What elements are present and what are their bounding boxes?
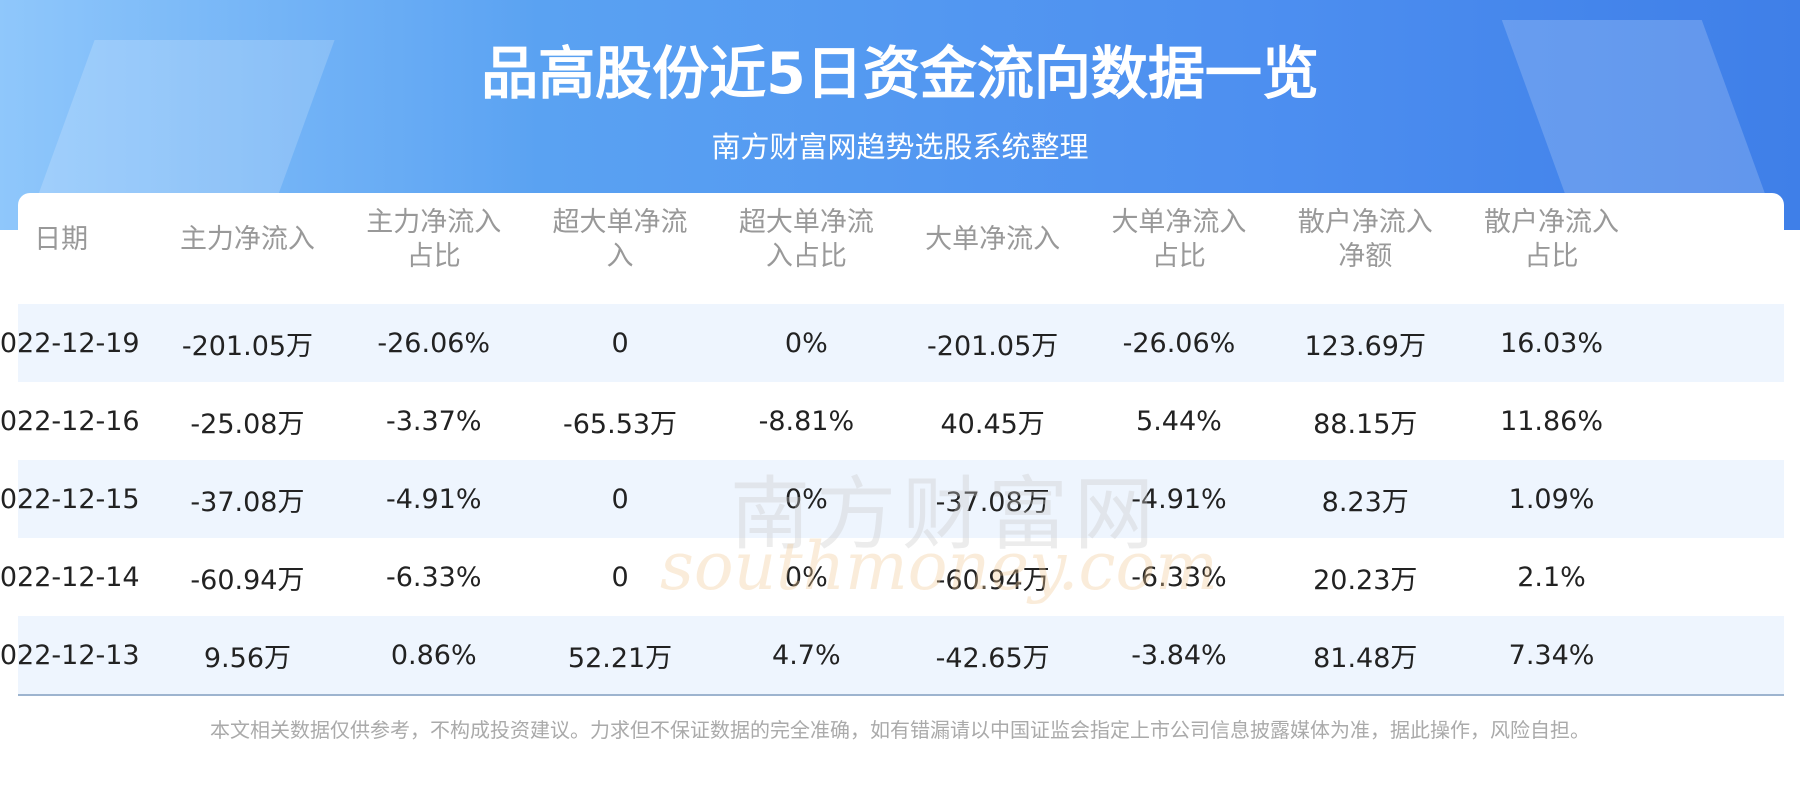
- data-cell: -37.08万: [935, 486, 1050, 518]
- data-cell: 0.86%: [390, 639, 477, 671]
- header-cell: 大单净流入: [900, 193, 1086, 287]
- header-cell: 散户净流入占比: [1458, 193, 1644, 287]
- row-background: [18, 304, 1784, 382]
- data-cell: 9.56万: [203, 642, 291, 674]
- title: 品高股份近5日资金流向数据一览: [481, 41, 1319, 107]
- header-cell: 主力净流入: [154, 193, 340, 287]
- data-cell: 52.21万: [567, 642, 673, 674]
- data-cell: -37.08万: [190, 486, 305, 518]
- data-cell: -6.33%: [1131, 561, 1227, 593]
- data-cell: 2022-12-14: [0, 561, 140, 593]
- header-text: 大单净流入占比: [1111, 207, 1247, 272]
- data-cell: 2022-12-16: [0, 405, 140, 437]
- header-text: 散户净流入净额: [1297, 207, 1433, 272]
- data-cell: -26.06%: [377, 327, 491, 359]
- data-cell: 8.23万: [1321, 486, 1409, 518]
- row-background: [18, 616, 1784, 694]
- disclaimer: 本文相关数据仅供参考，不构成投资建议。力求但不保证数据的完全准确，如有错漏请以中…: [210, 718, 1590, 742]
- data-cell: 40.45万: [940, 408, 1045, 440]
- data-cell: -60.94万: [190, 564, 305, 596]
- data-cell: -25.08万: [190, 408, 305, 440]
- data-cell: 88.15万: [1313, 408, 1418, 440]
- header-cell: 主力净流入占比: [341, 193, 527, 287]
- header-cell: 超大单净流入占比: [713, 193, 899, 287]
- header-cell: 大单净流入占比: [1086, 193, 1272, 287]
- data-cell: 0: [611, 561, 629, 593]
- data-cell: -3.37%: [385, 405, 482, 437]
- data-cell: -4.91%: [1131, 483, 1227, 515]
- subtitle: 南方财富网趋势选股系统整理: [711, 130, 1089, 164]
- data-cell: 2.1%: [1517, 561, 1586, 593]
- header-cell: 散户净流入净额: [1272, 193, 1458, 287]
- data-cell: -3.84%: [1131, 639, 1227, 671]
- data-cell: 81.48万: [1313, 642, 1418, 674]
- data-cell: 11.86%: [1500, 405, 1604, 437]
- header-text: 主力净流入: [179, 224, 315, 255]
- table: 日期 主力净流入 主力净流入占比 超大单净流入 超大单净流入占比 大单净流入 大单净流入占比…: [0, 193, 1784, 696]
- header-cell: 日期: [0, 193, 154, 287]
- data-cell: 0: [611, 327, 629, 359]
- data-cell: -201.05万: [927, 330, 1059, 362]
- data-cell: -60.94万: [935, 564, 1050, 596]
- data-cell: 0%: [784, 327, 828, 359]
- data-cell: 2022-12-15: [0, 483, 140, 515]
- data-cell: 0: [611, 483, 629, 515]
- header-text: 大单净流入: [925, 224, 1061, 255]
- data-cell: 2022-12-19: [0, 327, 140, 359]
- header-text: 散户净流入占比: [1484, 207, 1620, 272]
- data-cell: -8.81%: [758, 405, 855, 437]
- header-text: 超大单净流入: [552, 207, 688, 272]
- data-cell: -26.06%: [1122, 327, 1236, 359]
- data-cell: 0%: [784, 561, 828, 593]
- header-cell: 超大单净流入: [527, 193, 713, 287]
- data-cell: 16.03%: [1500, 327, 1604, 359]
- data-cell: -4.91%: [385, 483, 482, 515]
- data-cell: -201.05万: [181, 330, 314, 362]
- data-cell: -42.65万: [935, 642, 1050, 674]
- data-cell: 0%: [784, 483, 828, 515]
- header-text: 日期: [34, 224, 89, 255]
- header-text: 超大单净流入占比: [738, 207, 874, 272]
- data-cell: 20.23万: [1313, 564, 1418, 596]
- header-text: 主力净流入占比: [366, 207, 502, 272]
- data-cell: 2022-12-13: [0, 639, 140, 671]
- banner: [0, 0, 1800, 230]
- data-cell: -65.53万: [563, 408, 678, 440]
- data-cell: 123.69万: [1304, 330, 1426, 362]
- data-cell: 5.44%: [1136, 405, 1222, 437]
- row-background: [18, 460, 1784, 538]
- data-cell: 7.34%: [1508, 639, 1595, 671]
- data-cell: 4.7%: [772, 639, 841, 671]
- data-cell: -6.33%: [385, 561, 482, 593]
- data-cell: 1.09%: [1508, 483, 1595, 515]
